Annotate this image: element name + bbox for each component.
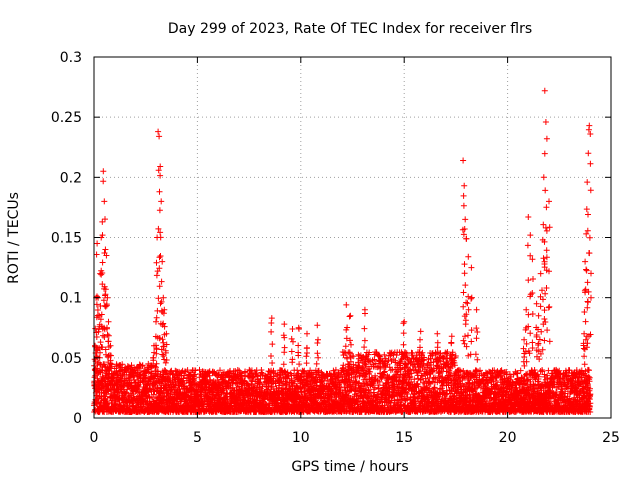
data-point <box>135 388 142 395</box>
x-axis-label: GPS time / hours <box>291 459 408 475</box>
y-axis-label: ROTI / TECUs <box>6 192 22 284</box>
data-point <box>142 374 149 381</box>
data-point <box>163 369 170 376</box>
data-points <box>91 87 594 415</box>
grid-lines <box>94 57 611 418</box>
data-point <box>101 376 108 383</box>
chart-title: Day 299 of 2023, Rate Of TEC Index for r… <box>168 21 532 37</box>
data-point <box>350 353 357 360</box>
data-point <box>119 361 126 368</box>
data-point <box>387 367 394 374</box>
data-point <box>98 367 104 373</box>
data-point <box>154 373 161 380</box>
data-point <box>139 362 146 369</box>
